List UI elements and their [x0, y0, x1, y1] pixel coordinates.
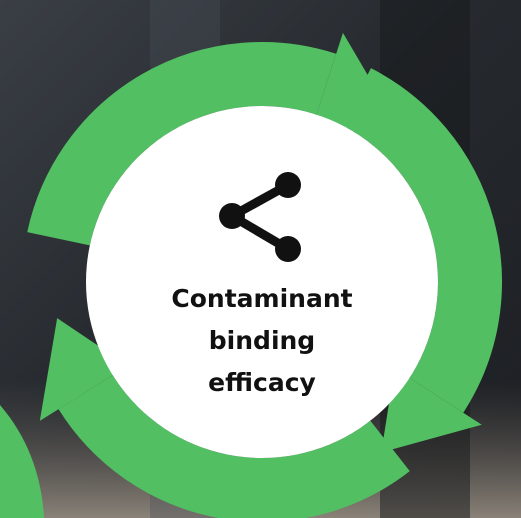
- icon-node: [275, 172, 301, 198]
- page: Contaminant binding efficacy (() => { co…: [0, 0, 521, 518]
- center-label: binding: [209, 326, 315, 355]
- center-label: efficacy: [208, 368, 316, 397]
- center-label: Contaminant: [171, 284, 352, 313]
- icon-node: [219, 203, 245, 229]
- center-circle: [86, 106, 438, 458]
- icon-node: [275, 236, 301, 262]
- diagram: Contaminant binding efficacy: [0, 0, 521, 518]
